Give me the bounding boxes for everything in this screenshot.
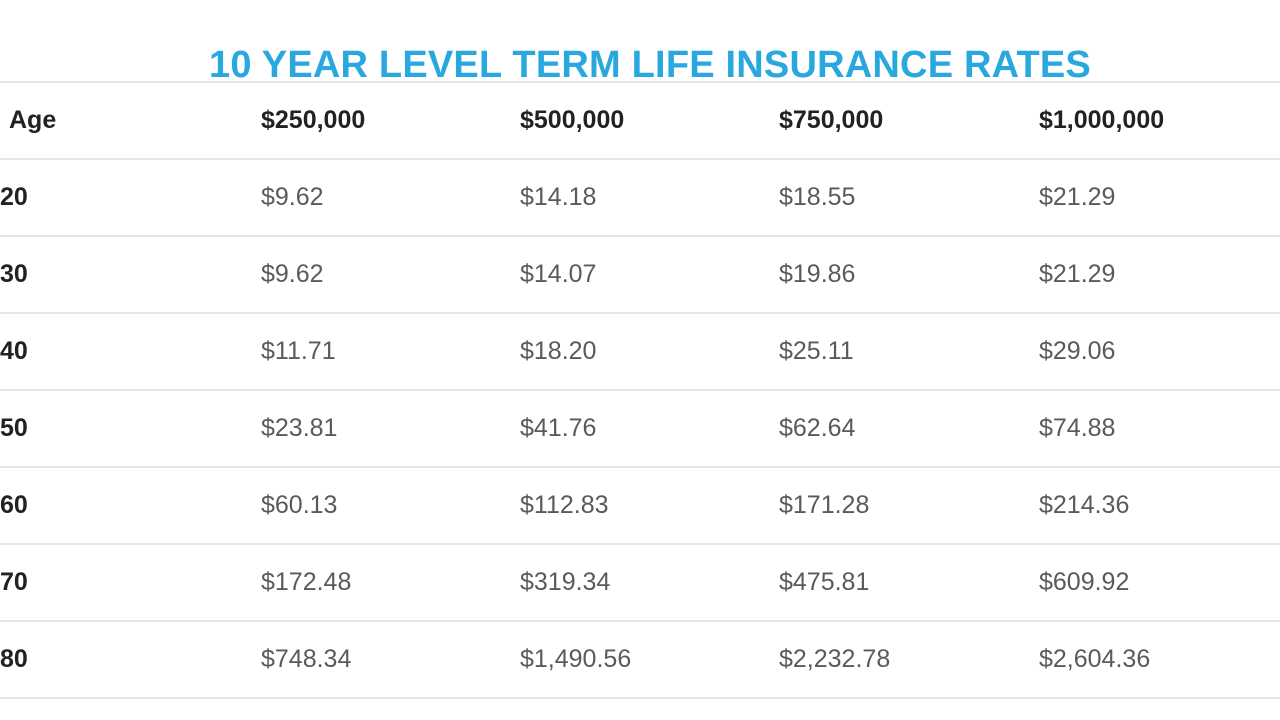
age-cell: 50	[0, 414, 28, 442]
rate-cell: $14.07	[520, 260, 597, 288]
rate-cell: $62.64	[779, 414, 856, 442]
rate-cell: $19.86	[779, 260, 856, 288]
rate-cell: $9.62	[261, 260, 324, 288]
table-row: 80 $748.34 $1,490.56 $2,232.78 $2,604.36	[0, 621, 1280, 698]
rate-cell: $21.29	[1039, 183, 1116, 211]
rate-cell: $2,604.36	[1039, 645, 1151, 673]
rate-cell: $748.34	[261, 645, 352, 673]
age-cell: 60	[0, 491, 28, 519]
column-header-500000: $500,000	[520, 106, 625, 134]
rate-cell: $74.88	[1039, 414, 1116, 442]
column-header-750000: $750,000	[779, 106, 884, 134]
table-header-row: Age $250,000 $500,000 $750,000 $1,000,00…	[0, 82, 1280, 159]
rate-cell: $11.71	[261, 337, 336, 365]
age-cell: 30	[0, 260, 28, 288]
rates-table: Age $250,000 $500,000 $750,000 $1,000,00…	[0, 81, 1280, 699]
column-header-age: Age	[9, 106, 57, 134]
rate-cell: $319.34	[520, 568, 611, 596]
table-row: 60 $60.13 $112.83 $171.28 $214.36	[0, 467, 1280, 544]
age-cell: 20	[0, 183, 28, 211]
rate-cell: $609.92	[1039, 568, 1130, 596]
rate-cell: $112.83	[520, 491, 609, 519]
rate-cell: $9.62	[261, 183, 324, 211]
table-row: 70 $172.48 $319.34 $475.81 $609.92	[0, 544, 1280, 621]
rate-cell: $2,232.78	[779, 645, 891, 673]
rate-cell: $41.76	[520, 414, 597, 442]
table-row: 30 $9.62 $14.07 $19.86 $21.29	[0, 236, 1280, 313]
rate-cell: $25.11	[779, 337, 854, 365]
age-cell: 80	[0, 645, 28, 673]
rate-cell: $475.81	[779, 568, 870, 596]
rate-cell: $21.29	[1039, 260, 1116, 288]
rate-cell: $18.55	[779, 183, 856, 211]
table-row: 50 $23.81 $41.76 $62.64 $74.88	[0, 390, 1280, 467]
rate-cell: $14.18	[520, 183, 597, 211]
page-title: 10 YEAR LEVEL TERM LIFE INSURANCE RATES	[209, 44, 1091, 87]
rate-cell: $172.48	[261, 568, 352, 596]
age-cell: 40	[0, 337, 28, 365]
rate-cell: $171.28	[779, 491, 870, 519]
rate-cell: $18.20	[520, 337, 597, 365]
rate-cell: $23.81	[261, 414, 338, 442]
rate-cell: $1,490.56	[520, 645, 632, 673]
rate-cell: $214.36	[1039, 491, 1130, 519]
table-row: 40 $11.71 $18.20 $25.11 $29.06	[0, 313, 1280, 390]
column-header-250000: $250,000	[261, 106, 366, 134]
rate-cell: $60.13	[261, 491, 338, 519]
column-header-1000000: $1,000,000	[1039, 106, 1165, 134]
age-cell: 70	[0, 568, 28, 596]
rate-cell: $29.06	[1039, 337, 1116, 365]
table-row: 20 $9.62 $14.18 $18.55 $21.29	[0, 159, 1280, 236]
